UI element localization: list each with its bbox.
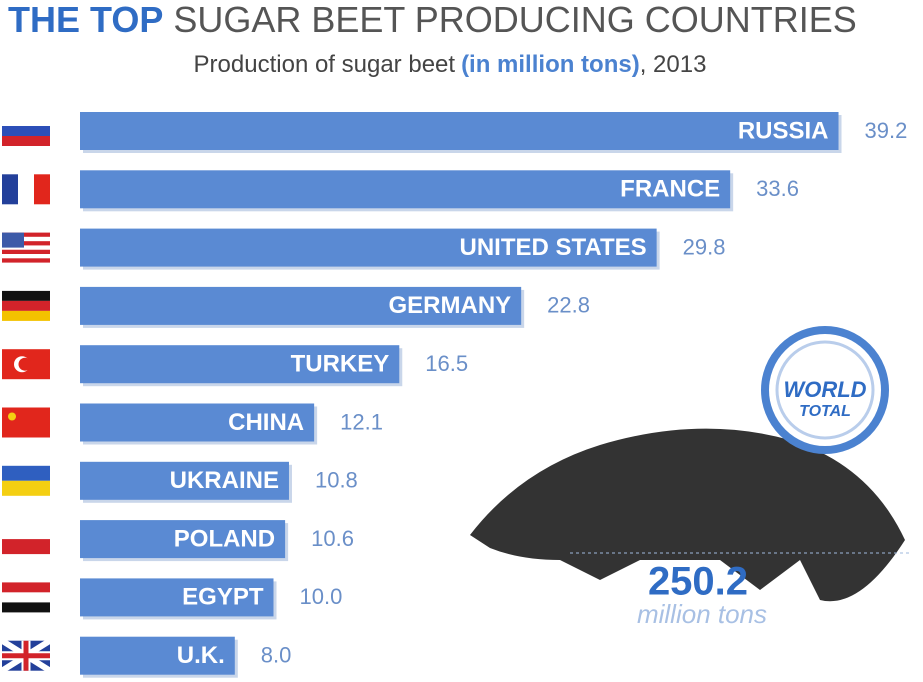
- bar-label: UNITED STATES: [460, 234, 647, 261]
- value-label: 22.8: [547, 293, 590, 318]
- value-label: 16.5: [425, 351, 468, 376]
- flag: [2, 349, 50, 380]
- flag-stripe: [2, 232, 50, 237]
- bar-label: GERMANY: [389, 292, 512, 319]
- bar: [80, 286, 522, 325]
- total-value: 250.2: [648, 560, 748, 604]
- chart-title: THE TOP SUGAR BEET PRODUCING COUNTRIES: [8, 0, 857, 40]
- bar: [80, 636, 235, 675]
- flag-stripe: [2, 254, 50, 259]
- flag-stripe: [2, 602, 50, 613]
- flag-moon-cut: [18, 357, 32, 371]
- flag: [2, 174, 50, 205]
- flag-stripe: [2, 236, 50, 242]
- value-label: 10.6: [311, 526, 354, 551]
- flag-stripe: [2, 480, 50, 496]
- flag-star: [8, 412, 16, 421]
- flag: [2, 524, 50, 555]
- value-label: 33.6: [756, 176, 799, 201]
- flag-stripe: [2, 241, 50, 246]
- flag: [2, 582, 50, 613]
- bar-label: UKRAINE: [170, 467, 279, 494]
- value-label: 8.0: [261, 643, 292, 668]
- flag-stripe: [2, 249, 50, 255]
- bar: [80, 112, 839, 150]
- flag-stripe: [2, 245, 50, 250]
- flag-stripe: [2, 258, 50, 263]
- flag-stripe: [2, 174, 18, 205]
- badge-line-2: TOTAL: [799, 403, 851, 420]
- flag-stripe: [2, 136, 50, 146]
- chart-subtitle: Production of sugar beet (in million tons…: [194, 51, 707, 78]
- subtitle-main: Production of sugar beet: [194, 51, 456, 78]
- flag-stripe: [2, 539, 50, 555]
- title-accent: THE TOP: [8, 0, 163, 40]
- subtitle-year: , 2013: [640, 51, 707, 78]
- flag: [2, 116, 50, 146]
- flag-canton: [2, 232, 24, 248]
- flag-stripe: [18, 174, 34, 205]
- globe-shape: [470, 428, 905, 602]
- flag-stripe: [2, 126, 50, 136]
- flag: [2, 232, 50, 263]
- flag-stripe: [2, 300, 50, 311]
- bar: [80, 228, 657, 267]
- flag-stripe: [2, 582, 50, 593]
- value-label: 12.1: [340, 409, 383, 434]
- flag: [2, 407, 50, 438]
- flag-stripe: [2, 465, 50, 481]
- globe: WORLD TOTAL 250.2 million tons: [470, 326, 910, 629]
- bar-label: TURKEY: [291, 351, 390, 378]
- flag-stripe: [34, 174, 50, 205]
- flag-stripe: [2, 592, 50, 603]
- badge-line-1: WORLD: [783, 377, 866, 402]
- flag-stripe: [2, 524, 50, 540]
- bar-label: POLAND: [174, 525, 275, 552]
- flag: [2, 465, 50, 496]
- flag-stripe: [2, 310, 50, 321]
- badge: [761, 326, 889, 454]
- badge-ring: [775, 340, 875, 440]
- bar: [80, 170, 731, 209]
- bar: [80, 578, 274, 617]
- title-rest: SUGAR BEET PRODUCING COUNTRIES: [173, 0, 856, 40]
- flag-cross-red: [2, 640, 50, 671]
- bar: [80, 345, 400, 384]
- total-unit: million tons: [637, 599, 767, 629]
- bar: [80, 461, 289, 500]
- bar-label: RUSSIA: [738, 117, 829, 144]
- flag-stripe: [2, 116, 50, 126]
- bar: [80, 520, 286, 559]
- bar-label: CHINA: [228, 409, 304, 436]
- value-label: 10.0: [300, 584, 343, 609]
- flag-stripe: [2, 290, 50, 301]
- bar-label: U.K.: [177, 642, 225, 669]
- bar-label: EGYPT: [182, 584, 264, 611]
- subtitle-unit: (in million tons): [461, 51, 640, 78]
- value-label: 10.8: [315, 468, 358, 493]
- bar: [80, 403, 315, 442]
- bar-label: FRANCE: [620, 176, 720, 203]
- flag: [0, 638, 52, 674]
- flag: [2, 290, 50, 321]
- value-label: 39.2: [865, 118, 908, 143]
- flag-field: [2, 407, 50, 438]
- value-label: 29.8: [683, 234, 726, 259]
